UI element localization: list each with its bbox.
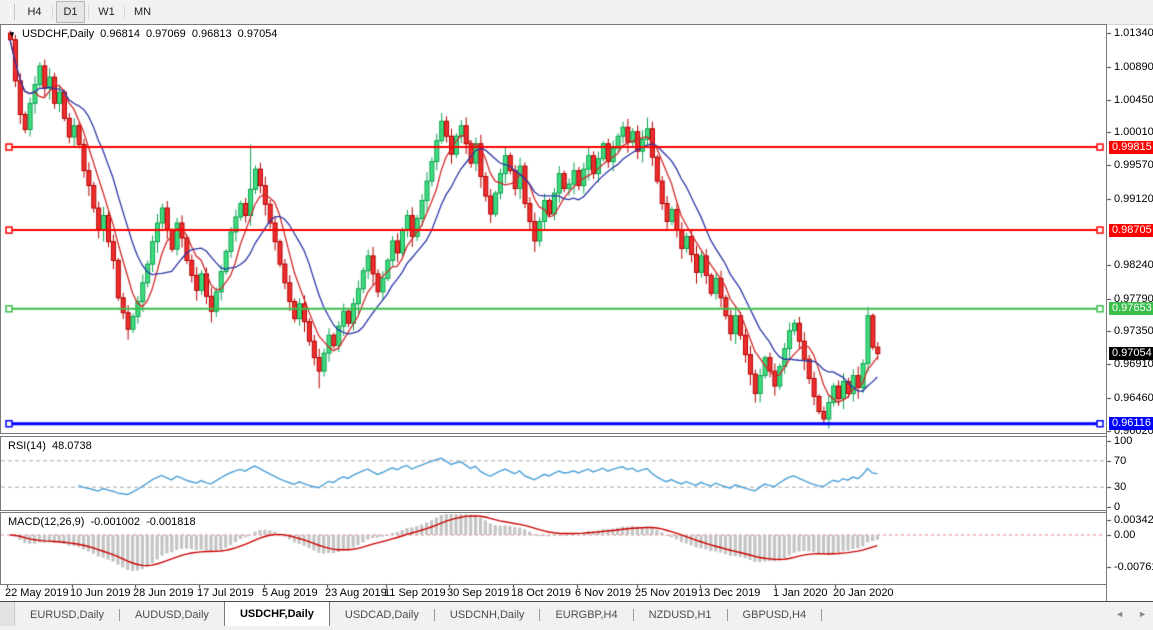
time-axis-label: 10 Jun 2019 — [70, 587, 131, 599]
rsi-axis-label: 0 — [1114, 501, 1121, 513]
tab-usdchf-daily[interactable]: USDCHF,Daily — [223, 602, 330, 627]
price-axis-label: 1.00450 — [1114, 93, 1153, 106]
symbol-dropdown-icon[interactable]: ▼ — [8, 30, 16, 39]
price-axis-label: 0.97790 — [1114, 292, 1153, 305]
tab-eurusd-daily[interactable]: EURUSD,Daily — [30, 608, 104, 621]
ohlc-open: 0.96814 — [100, 28, 140, 40]
ohlc-close: 0.97054 — [237, 28, 278, 40]
rsi-name: RSI(14) — [8, 440, 46, 452]
price-axis-label: 0.96910 — [1114, 358, 1153, 371]
time-axis[interactable]: 22 May 2019 10 Jun 2019 28 Jun 2019 17 Jul … — [0, 584, 1106, 601]
macd-axis-label: 0.003428 — [1114, 514, 1153, 527]
macd-label: MACD(12,26,9) -0.001002 -0.001818 — [8, 516, 199, 528]
tab-usdcad-daily[interactable]: USDCAD,Daily — [344, 608, 419, 621]
macd-signal-value: -0.001818 — [146, 516, 196, 528]
price-badge-resistance-line: 0.98705 — [1109, 223, 1153, 237]
price-badge-support-line: 0.96116 — [1109, 417, 1153, 431]
tab-scroll-arrows: ◄ ► — [1115, 602, 1147, 626]
macd-name: MACD(12,26,9) — [8, 516, 85, 528]
rsi-axis-label: 30 — [1114, 481, 1127, 494]
tab-scroll-right-icon[interactable]: ► — [1138, 609, 1147, 619]
price-axis-label: 0.98240 — [1114, 258, 1153, 271]
price-badge-current-price: 0.97054 — [1109, 347, 1153, 361]
time-axis-label: 22 May 2019 — [5, 587, 69, 599]
tab-audusd-daily[interactable]: AUDUSD,Daily — [134, 608, 209, 621]
time-axis-label: 17 Jul 2019 — [197, 587, 254, 599]
rsi-value: 48.0738 — [51, 440, 92, 452]
macd-main-value: -0.001002 — [90, 516, 141, 528]
time-axis-label: 5 Aug 2019 — [262, 587, 318, 599]
price-axis-label: 1.00010 — [1114, 126, 1153, 139]
tab-gbpusd-h4[interactable]: GBPUSD,H4 — [742, 608, 807, 621]
price-axis[interactable]: 1.01340 1.00890 1.00450 1.00010 0.99570 0.991… — [1106, 24, 1153, 601]
rsi-indicator-pane[interactable]: RSI(14) 48.0738 — [0, 436, 1107, 511]
time-axis-label: 23 Aug 2019 — [325, 587, 387, 599]
main-price-pane[interactable]: ▼ USDCHF,Daily 0.96814 0.97069 0.96813 0… — [0, 24, 1107, 434]
ohlc-low: 0.96813 — [191, 28, 232, 40]
tab-usdcnh-daily[interactable]: USDCNH,Daily — [449, 608, 525, 621]
ohlc-high: 0.97069 — [146, 28, 186, 40]
price-axis-label: 0.97350 — [1114, 325, 1153, 338]
time-axis-label: 18 Oct 2019 — [511, 587, 571, 599]
tab-separator — [726, 608, 728, 621]
price-axis-label: 0.99570 — [1114, 159, 1153, 172]
price-axis-label: 1.00890 — [1114, 60, 1153, 73]
time-axis-label: 20 Jan 2020 — [833, 587, 894, 599]
tab-scroll-left-icon[interactable]: ◄ — [1115, 609, 1125, 619]
time-axis-label: 25 Nov 2019 — [635, 587, 698, 599]
tab-eurgbp-h4[interactable]: EURGBP,H4 — [555, 608, 618, 621]
tab-separator — [539, 608, 541, 621]
time-axis-label: 30 Sep 2019 — [447, 587, 510, 599]
tab-separator — [433, 608, 435, 621]
macd-axis-label: 0.00 — [1114, 529, 1136, 541]
rsi-axis-label: 70 — [1114, 454, 1127, 467]
tab-separator — [821, 608, 823, 621]
tab-separator — [118, 608, 120, 621]
time-axis-label: 13 Dec 2019 — [698, 587, 761, 599]
price-axis-label: 0.96460 — [1114, 392, 1153, 405]
macd-axis-label: -0.007615 — [1114, 561, 1153, 574]
tab-nzdusd-h1[interactable]: NZDUSD,H1 — [648, 608, 712, 621]
status-strip — [0, 626, 1153, 630]
price-axis-label: 1.01340 — [1114, 27, 1153, 39]
time-axis-label: 1 Jan 2020 — [773, 587, 828, 599]
time-axis-label: 11 Sep 2019 — [384, 587, 446, 599]
macd-indicator-pane[interactable]: MACD(12,26,9) -0.001002 -0.001818 — [0, 512, 1107, 585]
chart-tab-bar: EURUSD,Daily AUDUSD,Daily USDCHF,Daily USDC… — [0, 601, 1153, 627]
rsi-axis-label: 100 — [1114, 435, 1133, 447]
rsi-label: RSI(14) 48.0738 — [8, 440, 95, 452]
time-axis-label: 6 Nov 2019 — [575, 587, 632, 599]
tab-bar-corner — [0, 602, 15, 627]
price-badge-support-line: 0.97653 — [1109, 302, 1153, 316]
symbol-name: USDCHF,Daily — [21, 28, 95, 40]
price-badge-resistance-line: 0.99815 — [1109, 140, 1153, 154]
price-axis-label: 0.99120 — [1114, 193, 1153, 206]
symbol-ohlc-label: ▼ USDCHF,Daily 0.96814 0.97069 0.96813 0… — [8, 28, 280, 40]
tab-separator — [632, 608, 634, 621]
time-axis-label: 28 Jun 2019 — [133, 587, 194, 599]
